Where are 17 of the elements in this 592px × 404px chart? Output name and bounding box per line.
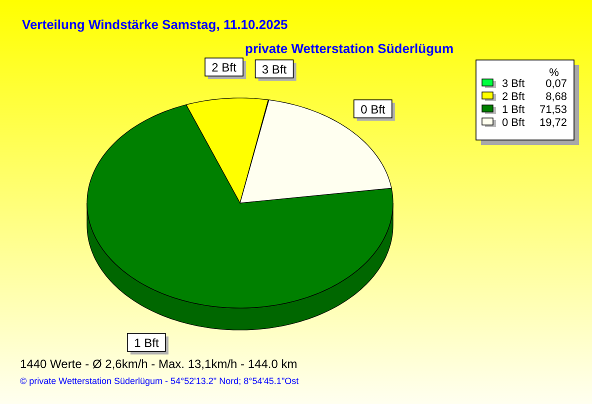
data-label: 0,07 <box>546 78 567 90</box>
data-label: 8,68 <box>546 91 567 103</box>
legend-label: 1 Bft <box>502 104 525 116</box>
data-label: 19,72 <box>539 117 567 129</box>
slice-label: 0 Bft <box>360 102 386 116</box>
data-label: 71,53 <box>539 104 567 116</box>
slice-label: 2 Bft <box>212 60 238 75</box>
legend-label: 2 Bft <box>502 91 525 103</box>
legend-title: % <box>549 67 560 79</box>
slice-label: 3 Bft <box>262 62 288 76</box>
chart-title: Verteilung Windstärke Samstag, 11.10.2025 <box>22 17 288 32</box>
legend-label: 3 Bft <box>502 78 525 90</box>
legend-label: 0 Bft <box>502 117 525 129</box>
chart-subtitle: private Wetterstation Süderlügum <box>245 41 454 56</box>
category-label: 1 Bft <box>134 336 159 350</box>
text: © private Wetterstation Süderlügum - 54°52'13.2" Nord; 8°54'45.1"Ost <box>20 376 300 386</box>
text: 1440 Werte - Ø 2,6km/h - Max. 13,1km/h - 144.0 km <box>20 357 298 371</box>
